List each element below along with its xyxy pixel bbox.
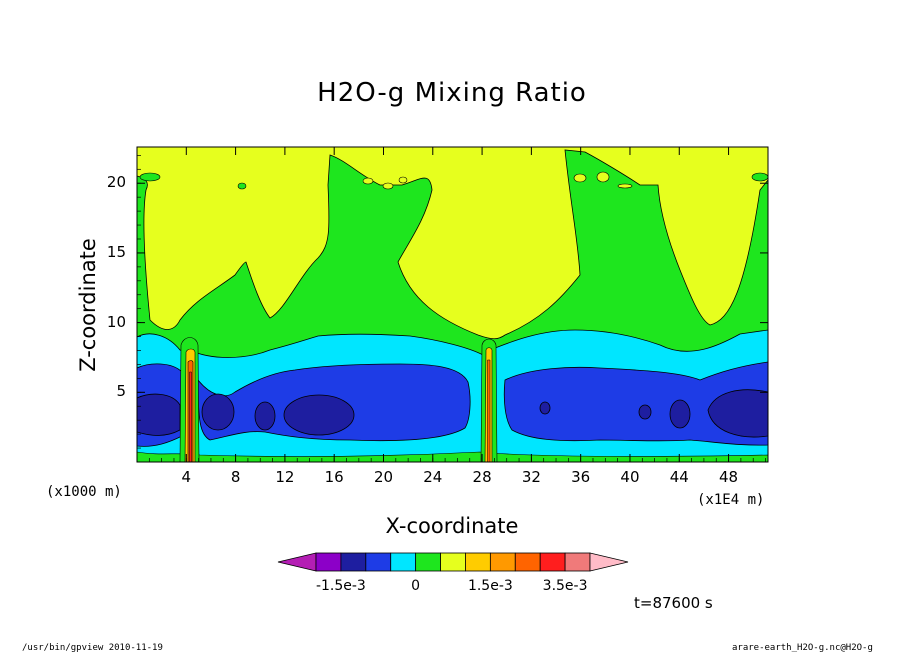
colorbar-swatch [415,552,441,572]
colorbar-label: -1.5e-3 [315,578,366,594]
y-tick-label: 20 [106,173,126,192]
x-tick-label: 36 [571,468,591,486]
colorbar [277,552,629,572]
contour-band-navy [254,401,276,431]
x-unit-left: (x1000 m) [46,484,122,500]
contour-band-navy [539,401,551,415]
colorbar-label: 1.5e-3 [467,578,513,594]
x-tick-label: 44 [669,468,689,486]
colorbar-swatch [440,552,466,572]
colorbar-swatch [340,552,367,572]
colorbar-low-triangle [277,552,317,572]
colorbar-swatch [315,552,342,572]
contour-band-navy [201,393,235,431]
x-axis-label: X-coordinate [385,514,519,538]
contour-band-navy [669,399,691,429]
contour-patch [237,182,247,190]
contour-patch [751,172,768,182]
x-tick-label: 40 [620,468,640,486]
colorbar-high-triangle [589,552,629,572]
x-tick-label: 4 [181,468,192,486]
x-tick-label: 32 [521,468,541,486]
colorbar-swatch [390,552,417,572]
chart-title: H2O-g Mixing Ratio [317,78,587,108]
plot-frame [136,146,769,463]
colorbar-swatch [539,552,566,572]
contour-band-blue [503,361,768,446]
contour-patch [382,182,394,190]
contour-band-navy [707,389,768,438]
contour-patch [596,171,610,183]
contour-band-navy [638,404,652,420]
time-label: t=87600 s [634,594,713,612]
x-tick-label: 16 [324,468,344,486]
contour-patch [398,176,408,184]
colorbar-swatch [564,552,591,572]
colorbar-swatch [365,552,392,572]
colorbar-label: 3.5e-3 [542,578,588,594]
contour-plume [487,359,491,462]
x-axis-ticks [148,147,766,462]
x-tick-label: 20 [373,468,394,486]
colorbar-swatch [514,552,541,572]
footer-right: arare-earth_H2O-g.nc@H2O-g [732,643,873,653]
x-tick-label: 48 [719,468,739,486]
y-axis-ticks [137,155,768,449]
footer-left: /usr/bin/gpview 2010-11-19 [22,643,163,653]
contour-plume [189,371,192,462]
colorbar-swatch [489,552,516,572]
contour-fields [137,147,768,462]
y-axis-label: Z-coordinate [76,238,100,372]
colorbar-label: 0 [411,578,421,594]
x-tick-label: 24 [423,468,443,486]
x-tick-label: 12 [275,468,295,486]
y-tick-label: 10 [106,312,126,331]
colorbar-swatch [465,552,491,572]
x-unit-right: (x1E4 m) [697,492,765,508]
x-tick-label: 28 [472,468,492,486]
contour-band-navy [283,394,355,436]
contour-band-navy [137,393,181,436]
y-tick-label: 15 [106,242,126,261]
x-tick-label: 8 [230,468,241,486]
contour-patch [573,173,587,183]
contour-patch [362,177,374,185]
y-tick-label: 5 [116,382,126,401]
contour-patch [139,172,161,182]
contour-patch [617,183,633,189]
